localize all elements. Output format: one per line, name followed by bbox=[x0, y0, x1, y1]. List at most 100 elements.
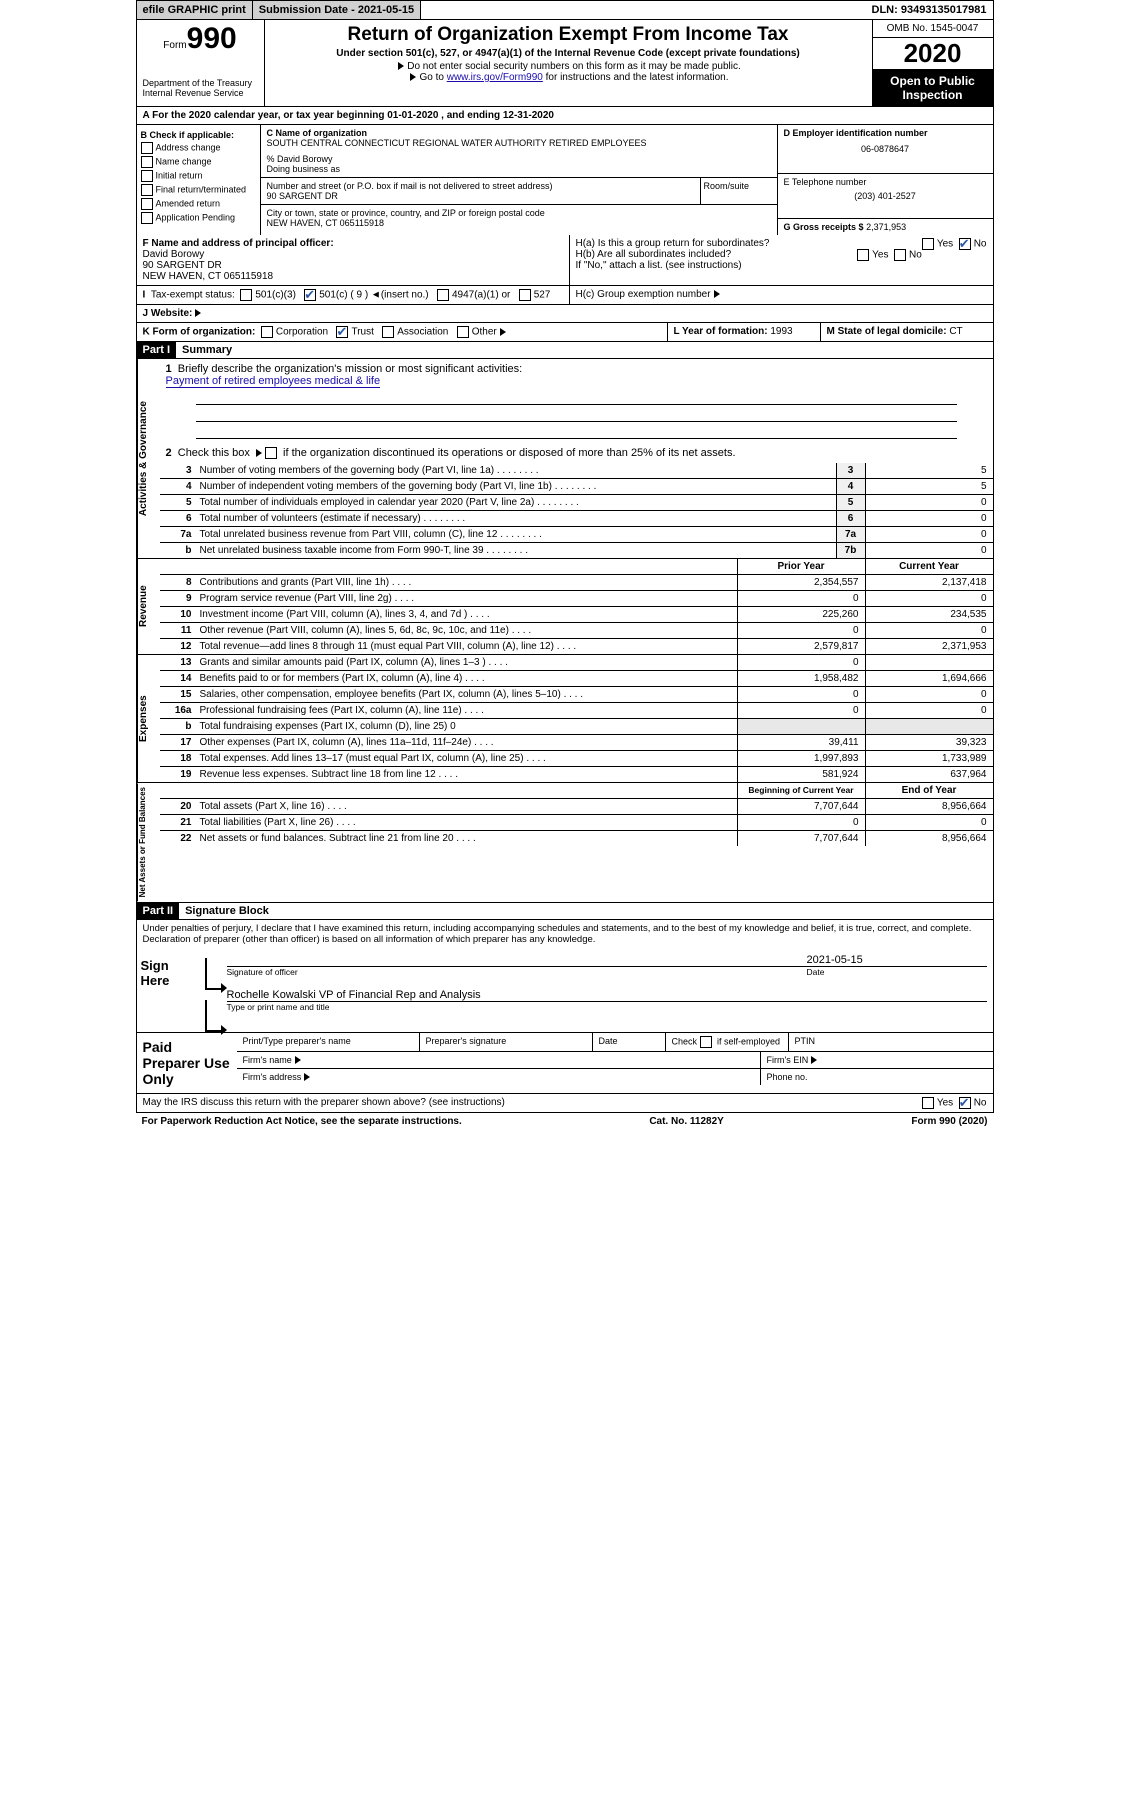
checkbox-self-employed[interactable] bbox=[700, 1036, 712, 1048]
line-12: 12Total revenue—add lines 8 through 11 (… bbox=[160, 638, 993, 654]
checkbox-other[interactable] bbox=[457, 326, 469, 338]
checkbox-assoc[interactable] bbox=[382, 326, 394, 338]
checkbox-trust[interactable] bbox=[336, 326, 348, 338]
prep-print-name: Print/Type preparer's name bbox=[237, 1033, 420, 1051]
row-a-tax-year: A For the 2020 calendar year, or tax yea… bbox=[136, 107, 994, 125]
part-i-title: Summary bbox=[176, 342, 238, 358]
addr-value: 90 SARGENT DR bbox=[267, 191, 694, 201]
sign-date-value: 2021-05-15 bbox=[807, 954, 987, 966]
h-c: H(c) Group exemption number bbox=[569, 286, 993, 304]
section-activities-governance: Activities & Governance 1 Briefly descri… bbox=[136, 359, 994, 559]
checkbox-corp[interactable] bbox=[261, 326, 273, 338]
section-revenue: Revenue Prior Year Current Year 8Contrib… bbox=[136, 559, 994, 655]
side-label-net-assets: Net Assets or Fund Balances bbox=[137, 783, 160, 901]
hdr-prior-year: Prior Year bbox=[737, 559, 865, 574]
summary-line-4: 4Number of independent voting members of… bbox=[160, 478, 993, 494]
sign-here-label: Sign Here bbox=[137, 948, 205, 1032]
checkbox-527[interactable] bbox=[519, 289, 531, 301]
instruction-2: Go to www.irs.gov/Form990 for instructio… bbox=[269, 72, 868, 83]
officer-name-title: Rochelle Kowalski VP of Financial Rep an… bbox=[227, 989, 987, 1002]
tax-year: 2020 bbox=[873, 38, 993, 70]
footer-mid: Cat. No. 11282Y bbox=[649, 1116, 723, 1127]
checkbox-hb-yes[interactable] bbox=[857, 249, 869, 261]
gross-label: G Gross receipts $ bbox=[784, 222, 864, 232]
submission-date: Submission Date - 2021-05-15 bbox=[253, 1, 421, 19]
checkbox-line2[interactable] bbox=[265, 447, 277, 459]
line-8: 8Contributions and grants (Part VIII, li… bbox=[160, 574, 993, 590]
checkbox-501c[interactable] bbox=[304, 289, 316, 301]
sig-date-label: Date bbox=[807, 967, 987, 977]
prep-signature: Preparer's signature bbox=[420, 1033, 593, 1051]
line-18: 18Total expenses. Add lines 13–17 (must … bbox=[160, 750, 993, 766]
h-b-note: If "No," attach a list. (see instruction… bbox=[576, 260, 987, 271]
checkbox-initial-return[interactable] bbox=[141, 170, 153, 182]
line-15: 15Salaries, other compensation, employee… bbox=[160, 686, 993, 702]
checkbox-ha-no[interactable] bbox=[959, 238, 971, 250]
checkbox-hb-no[interactable] bbox=[894, 249, 906, 261]
firm-name: Firm's name bbox=[237, 1052, 761, 1068]
summary-line-7a: 7aTotal unrelated business revenue from … bbox=[160, 526, 993, 542]
paid-preparer-label: Paid Preparer Use Only bbox=[137, 1033, 237, 1093]
form-label: Form bbox=[163, 40, 186, 51]
sign-here-block: Sign Here 2021-05-15 Signature of office… bbox=[136, 948, 994, 1033]
officer-addr2: NEW HAVEN, CT 065115918 bbox=[143, 271, 563, 282]
line-16a: 16aProfessional fundraising fees (Part I… bbox=[160, 702, 993, 718]
line-21: 21Total liabilities (Part X, line 26) . … bbox=[160, 814, 993, 830]
prep-date: Date bbox=[593, 1033, 666, 1051]
perjury-statement: Under penalties of perjury, I declare th… bbox=[136, 920, 994, 948]
city-value: NEW HAVEN, CT 065115918 bbox=[267, 218, 771, 228]
hdr-current-year: Current Year bbox=[865, 559, 993, 574]
instruction-1: Do not enter social security numbers on … bbox=[269, 61, 868, 72]
checkbox-final-return[interactable] bbox=[141, 184, 153, 196]
h-b: H(b) Are all subordinates included? Yes … bbox=[576, 249, 987, 260]
firm-ein: Firm's EIN bbox=[761, 1052, 993, 1068]
identity-block: B Check if applicable: Address change Na… bbox=[136, 125, 994, 235]
checkbox-address-change[interactable] bbox=[141, 142, 153, 154]
line-11: 11Other revenue (Part VIII, column (A), … bbox=[160, 622, 993, 638]
irs-link[interactable]: www.irs.gov/Form990 bbox=[447, 72, 543, 83]
line-17: 17Other expenses (Part IX, column (A), l… bbox=[160, 734, 993, 750]
phone-label: E Telephone number bbox=[784, 177, 987, 187]
checkbox-name-change[interactable] bbox=[141, 156, 153, 168]
firm-phone: Phone no. bbox=[761, 1069, 993, 1085]
checkbox-application-pending[interactable] bbox=[141, 212, 153, 224]
h-a: H(a) Is this a group return for subordin… bbox=[576, 238, 987, 249]
checkbox-amended-return[interactable] bbox=[141, 198, 153, 210]
officer-name: David Borowy bbox=[143, 249, 563, 260]
part-ii-title: Signature Block bbox=[179, 903, 275, 919]
efile-print-button[interactable]: efile GRAPHIC print bbox=[137, 1, 253, 19]
inspection-notice: Open to Public Inspection bbox=[873, 70, 993, 106]
checkbox-4947[interactable] bbox=[437, 289, 449, 301]
summary-line-3: 3Number of voting members of the governi… bbox=[160, 463, 993, 478]
hdr-end-year: End of Year bbox=[865, 783, 993, 798]
side-label-expenses: Expenses bbox=[137, 655, 160, 782]
line-14: 14Benefits paid to or for members (Part … bbox=[160, 670, 993, 686]
org-name: SOUTH CENTRAL CONNECTICUT REGIONAL WATER… bbox=[267, 138, 771, 148]
side-label-revenue: Revenue bbox=[137, 559, 160, 654]
phone-value: (203) 401-2527 bbox=[784, 191, 987, 201]
ein-value: 06-0878647 bbox=[784, 144, 987, 154]
footer-left: For Paperwork Reduction Act Notice, see … bbox=[142, 1116, 462, 1127]
checkbox-501c3[interactable] bbox=[240, 289, 252, 301]
col-b-checkboxes: B Check if applicable: Address change Na… bbox=[137, 125, 261, 235]
prep-check-self: Check if self-employed bbox=[666, 1033, 789, 1051]
hdr-begin-year: Beginning of Current Year bbox=[737, 783, 865, 798]
summary-line-5: 5Total number of individuals employed in… bbox=[160, 494, 993, 510]
row-j-website: J Website: bbox=[137, 305, 993, 322]
checkbox-discuss-no[interactable] bbox=[959, 1097, 971, 1109]
line-b: bTotal fundraising expenses (Part IX, co… bbox=[160, 718, 993, 734]
form-number: 990 bbox=[187, 22, 237, 55]
summary-line-6: 6Total number of volunteers (estimate if… bbox=[160, 510, 993, 526]
addr-label: Number and street (or P.O. box if mail i… bbox=[267, 181, 694, 191]
line-22: 22Net assets or fund balances. Subtract … bbox=[160, 830, 993, 846]
checkbox-ha-yes[interactable] bbox=[922, 238, 934, 250]
footer-right: Form 990 (2020) bbox=[911, 1116, 987, 1127]
prep-ptin: PTIN bbox=[789, 1033, 993, 1051]
row-f-label: F Name and address of principal officer: bbox=[143, 238, 563, 249]
gross-value: 2,371,953 bbox=[866, 222, 906, 232]
form-subtitle: Under section 501(c), 527, or 4947(a)(1)… bbox=[269, 48, 868, 59]
paid-preparer-block: Paid Preparer Use Only Print/Type prepar… bbox=[136, 1033, 994, 1094]
checkbox-discuss-yes[interactable] bbox=[922, 1097, 934, 1109]
line-2: Check this box if the organization disco… bbox=[178, 447, 736, 459]
line-1-label: Briefly describe the organization's miss… bbox=[178, 363, 522, 375]
